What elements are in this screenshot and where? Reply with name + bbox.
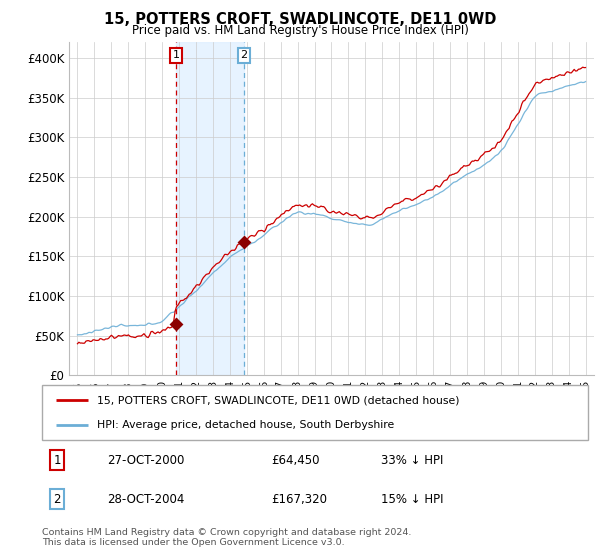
Text: 28-OCT-2004: 28-OCT-2004 <box>107 493 185 506</box>
Point <box>239 238 249 247</box>
Text: £64,450: £64,450 <box>271 454 320 467</box>
Text: 2: 2 <box>241 50 248 60</box>
Text: 15, POTTERS CROFT, SWADLINCOTE, DE11 0WD: 15, POTTERS CROFT, SWADLINCOTE, DE11 0WD <box>104 12 496 27</box>
Text: 15, POTTERS CROFT, SWADLINCOTE, DE11 0WD (detached house): 15, POTTERS CROFT, SWADLINCOTE, DE11 0WD… <box>97 395 459 405</box>
Text: 1: 1 <box>53 454 61 467</box>
Text: 33% ↓ HPI: 33% ↓ HPI <box>380 454 443 467</box>
Text: Contains HM Land Registry data © Crown copyright and database right 2024.
This d: Contains HM Land Registry data © Crown c… <box>42 528 412 547</box>
FancyBboxPatch shape <box>42 385 588 440</box>
Text: 1: 1 <box>173 50 180 60</box>
Text: Price paid vs. HM Land Registry's House Price Index (HPI): Price paid vs. HM Land Registry's House … <box>131 24 469 37</box>
Text: £167,320: £167,320 <box>271 493 328 506</box>
Text: 2: 2 <box>53 493 61 506</box>
Text: HPI: Average price, detached house, South Derbyshire: HPI: Average price, detached house, Sout… <box>97 421 394 430</box>
Text: 27-OCT-2000: 27-OCT-2000 <box>107 454 185 467</box>
Point <box>172 320 181 329</box>
Text: 15% ↓ HPI: 15% ↓ HPI <box>380 493 443 506</box>
Bar <box>176 42 244 375</box>
